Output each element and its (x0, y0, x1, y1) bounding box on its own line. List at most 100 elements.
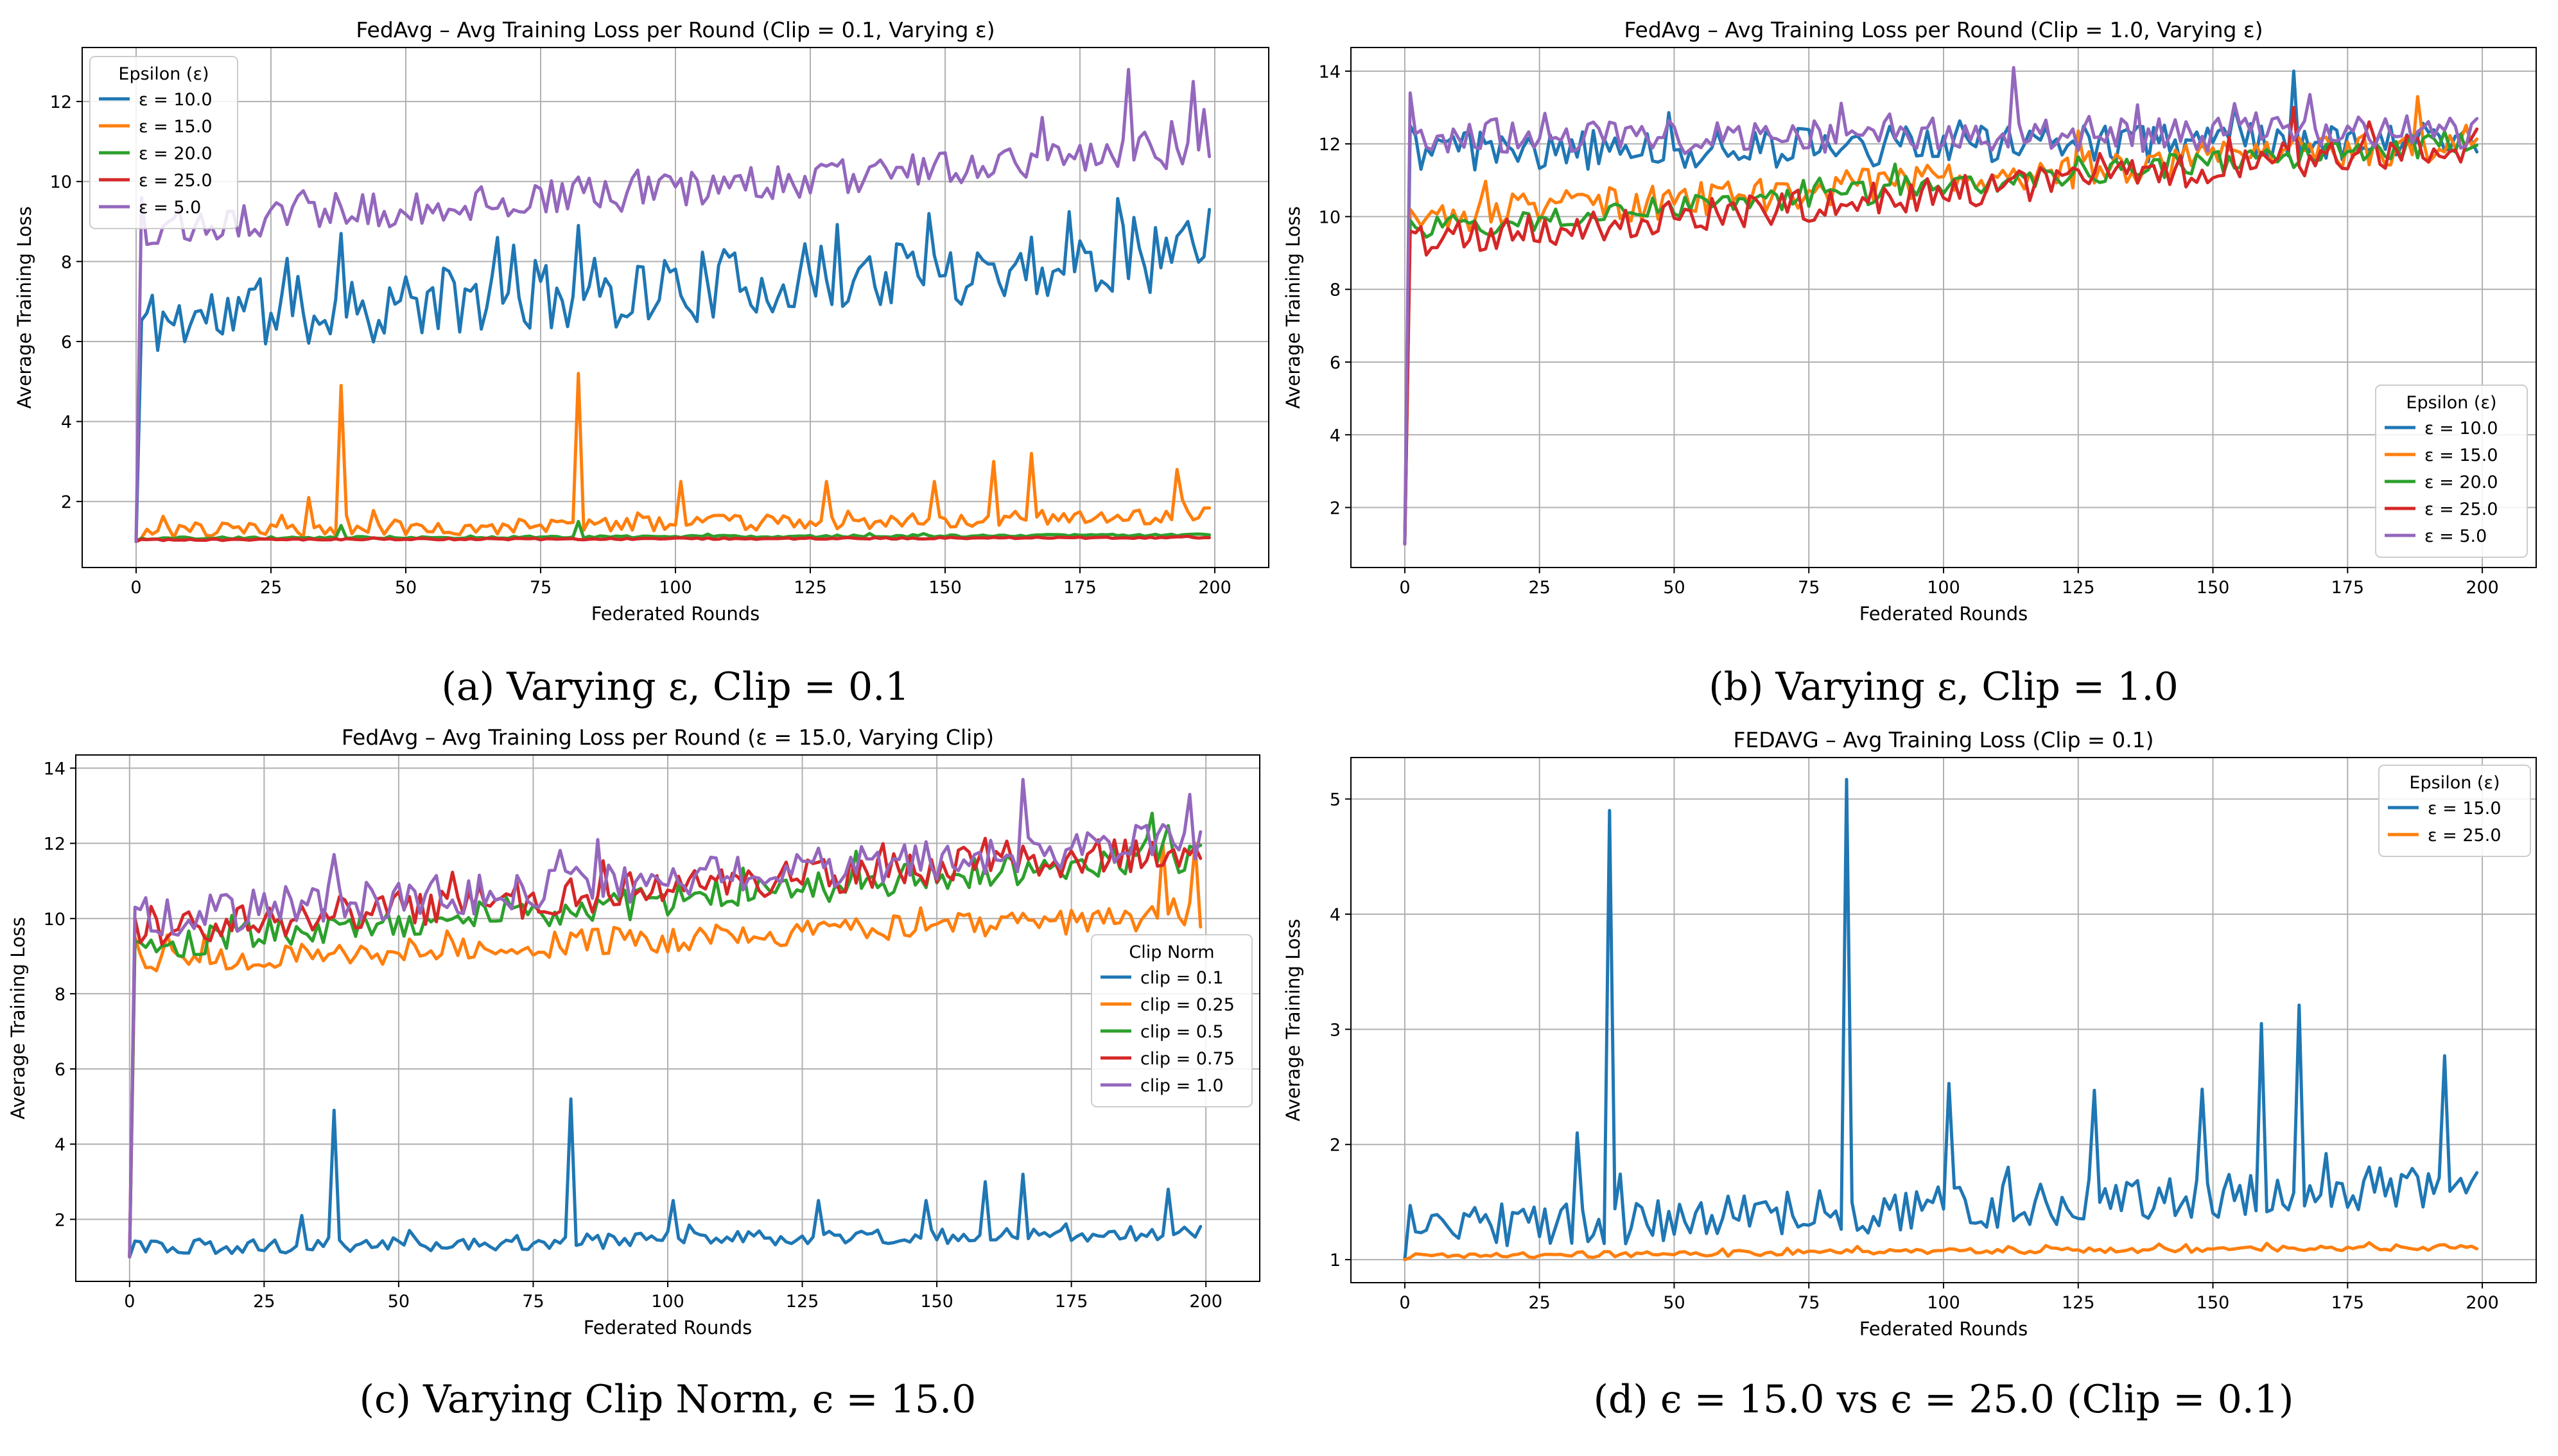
x-tick-label: 50 (1663, 1293, 1685, 1313)
legend-entry: clip = 0.1 (1140, 968, 1224, 988)
panel-d-xlabel: Federated Rounds (1859, 1318, 2028, 1340)
panel-b-caption: (b) Varying ε, Clip = 1.0 (1709, 664, 2179, 709)
legend-entry: ε = 5.0 (139, 198, 201, 218)
y-tick-label: 4 (1330, 426, 1341, 446)
y-tick-label: 10 (44, 910, 65, 930)
legend-entry: ε = 25.0 (2428, 826, 2501, 845)
panel-c-ylabel: Average Training Loss (7, 917, 29, 1120)
panel-a-chart: FedAvg – Avg Training Loss per Round (Cl… (13, 17, 1269, 709)
panel-a-ylabel: Average Training Loss (13, 206, 35, 409)
panel-a-series-lines (134, 67, 1212, 543)
x-tick-label: 175 (2331, 1293, 2365, 1313)
x-tick-label: 125 (786, 1292, 819, 1312)
series-line-1 (134, 196, 1212, 543)
x-tick-label: 75 (1798, 1293, 1820, 1313)
panel-b-ylabel: Average Training Loss (1282, 206, 1304, 409)
panel-b-xlabel: Federated Rounds (1859, 603, 2028, 625)
y-tick-label: 4 (55, 1135, 65, 1155)
panel-b-legend-title: Epsilon (ε) (2406, 393, 2496, 413)
legend-entry: ε = 20.0 (2424, 472, 2498, 492)
panel-d-title: FEDAVG – Avg Training Loss (Clip = 0.1) (1733, 727, 2153, 752)
series-line-4 (1403, 106, 2479, 546)
panel-d-legend: Epsilon (ε) ε = 15.0 ε = 25.0 (2378, 765, 2531, 857)
panel-d-series-lines (1403, 777, 2479, 1261)
x-tick-label: 75 (530, 578, 552, 598)
y-tick-label: 2 (1330, 499, 1341, 519)
y-tick-label: 10 (50, 173, 72, 193)
panel-b-series-lines (1403, 65, 2479, 546)
x-tick-label: 175 (1055, 1292, 1088, 1312)
series-line-2 (128, 842, 1203, 1259)
x-tick-label: 0 (130, 578, 141, 598)
panel-a-legend: Epsilon (ε) ε = 10.0 ε = 15.0 ε = 20.0 ε = … (89, 56, 238, 229)
x-tick-label: 175 (1063, 578, 1097, 598)
x-tick-label: 100 (1927, 578, 1960, 598)
y-tick-label: 5 (1330, 790, 1341, 810)
legend-entry: clip = 0.5 (1140, 1022, 1224, 1042)
panel-b-chart: FedAvg – Avg Training Loss per Round (Cl… (1282, 17, 2537, 709)
y-tick-label: 2 (1330, 1136, 1341, 1156)
series-line-5 (128, 777, 1203, 1259)
x-tick-label: 0 (124, 1292, 135, 1312)
panel-d-ticks: 0 25 50 75 100 125 150 175 200 1 2 3 4 5 (1330, 790, 2499, 1313)
y-tick-label: 2 (61, 492, 72, 512)
panel-a-xlabel: Federated Rounds (591, 603, 760, 625)
x-tick-label: 25 (260, 578, 282, 598)
y-tick-label: 14 (1319, 62, 1341, 82)
y-tick-label: 2 (55, 1210, 65, 1230)
legend-entry: clip = 1.0 (1140, 1076, 1224, 1096)
x-tick-label: 100 (651, 1292, 684, 1312)
legend-entry: ε = 20.0 (139, 144, 213, 164)
x-tick-label: 25 (1529, 578, 1551, 598)
x-tick-label: 125 (2062, 1293, 2095, 1313)
series-line-2 (1403, 95, 2479, 546)
x-tick-label: 75 (1798, 578, 1820, 598)
y-tick-label: 1 (1330, 1251, 1341, 1270)
x-tick-label: 150 (920, 1292, 953, 1312)
y-tick-label: 12 (50, 92, 72, 112)
legend-entry: clip = 0.25 (1140, 995, 1235, 1015)
series-line-1 (128, 1097, 1203, 1259)
x-tick-label: 50 (1663, 578, 1685, 598)
x-tick-label: 200 (1189, 1292, 1222, 1312)
panel-c-legend-box (1091, 934, 1253, 1107)
series-line-1 (1403, 69, 2479, 546)
x-tick-label: 50 (388, 1292, 410, 1312)
y-tick-label: 6 (61, 333, 72, 352)
y-tick-label: 4 (61, 413, 72, 433)
y-tick-label: 6 (1330, 353, 1341, 373)
legend-entry: ε = 5.0 (2424, 526, 2487, 546)
y-tick-label: 4 (1330, 905, 1341, 925)
panel-b-ticks: 0 25 50 75 100 125 150 175 200 2 4 6 8 10 12 14 (1319, 62, 2499, 598)
series-line-2 (1403, 1241, 2479, 1261)
x-tick-label: 175 (2331, 578, 2365, 598)
x-tick-label: 200 (2466, 1293, 2499, 1313)
y-tick-label: 8 (61, 252, 72, 272)
x-tick-label: 125 (794, 578, 827, 598)
series-line-2 (134, 372, 1212, 543)
x-tick-label: 0 (1399, 578, 1410, 598)
panel-b-title: FedAvg – Avg Training Loss per Round (Cl… (1624, 17, 2263, 42)
panel-c-xlabel: Federated Rounds (584, 1317, 753, 1339)
x-tick-label: 25 (253, 1292, 275, 1312)
panel-c-grid (76, 755, 1260, 1281)
panel-b-grid (1351, 48, 2536, 568)
legend-entry: clip = 0.75 (1140, 1049, 1235, 1069)
y-tick-label: 3 (1330, 1020, 1341, 1040)
x-tick-label: 50 (395, 578, 417, 598)
panel-d-grid (1351, 758, 2536, 1283)
panel-a-legend-title: Epsilon (ε) (118, 64, 209, 84)
series-line-3 (128, 811, 1203, 1259)
y-tick-label: 10 (1319, 207, 1341, 227)
panel-c-series-lines (128, 777, 1203, 1259)
x-tick-label: 150 (2197, 578, 2230, 598)
x-tick-label: 0 (1399, 1293, 1410, 1313)
panel-c-chart: FedAvg – Avg Training Loss per Round (ε … (7, 725, 1260, 1422)
series-line-5 (134, 67, 1212, 543)
panel-d-caption: (d) ϵ = 15.0 vs ϵ = 25.0 (Clip = 0.1) (1594, 1377, 2294, 1422)
panel-c-legend: Clip Norm clip = 0.1 clip = 0.25 clip = 0.… (1091, 934, 1253, 1107)
x-tick-label: 100 (1927, 1293, 1960, 1313)
x-tick-label: 75 (522, 1292, 544, 1312)
legend-entry: ε = 15.0 (2428, 799, 2501, 819)
